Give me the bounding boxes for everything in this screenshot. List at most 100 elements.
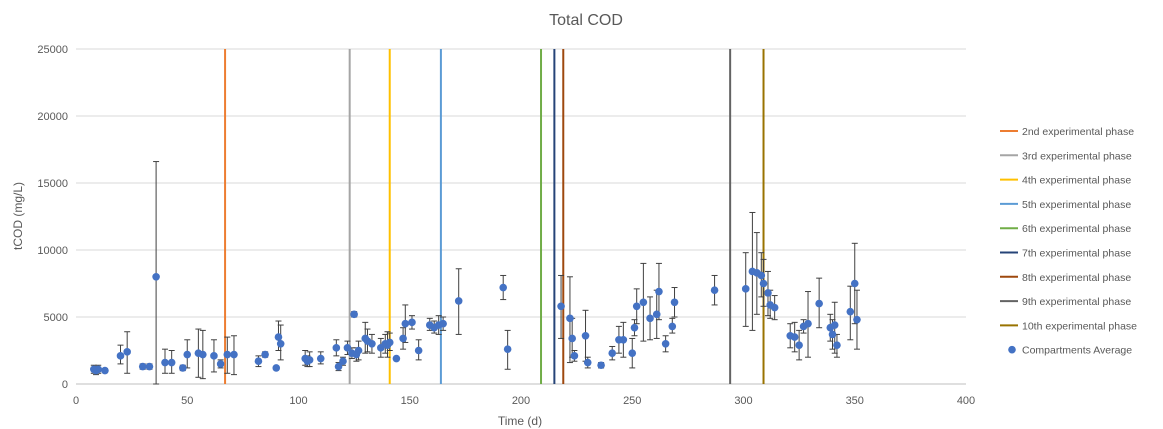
x-axis-title: Time (d)	[498, 414, 542, 428]
y-tick-label-25000: 25000	[37, 44, 68, 56]
data-point	[710, 286, 719, 295]
legend-label: 8th experimental phase	[1022, 272, 1131, 284]
legend-item: 8th experimental phase	[1000, 272, 1131, 284]
data-point	[670, 298, 679, 307]
legend-label: 4th experimental phase	[1022, 175, 1131, 187]
legend-label: Compartments Average	[1022, 345, 1132, 357]
data-point	[764, 289, 772, 297]
data-point	[639, 298, 648, 307]
y-tick-labels: 0 5000 10000 15000 20000 25000	[37, 44, 68, 391]
error-bar	[153, 161, 160, 385]
data-point	[210, 352, 218, 360]
data-point	[230, 350, 238, 359]
data-point	[332, 344, 341, 352]
legend-item: 5th experimental phase	[1000, 199, 1131, 211]
data-point	[646, 314, 654, 323]
x-tick-labels: 0 50 100 150 200 250 300 350 400	[73, 395, 975, 407]
data-point	[368, 340, 376, 348]
data-point	[583, 358, 592, 367]
chart-title: Total COD	[549, 12, 623, 29]
legend-label: 7th experimental phase	[1022, 248, 1131, 260]
data-point	[94, 365, 103, 374]
y-tick-label-10000: 10000	[37, 245, 68, 257]
data-point	[161, 358, 169, 367]
data-point	[828, 330, 837, 339]
data-point	[846, 307, 855, 316]
data-point	[152, 273, 160, 281]
x-tick-label-200: 200	[512, 395, 530, 407]
data-point	[399, 334, 407, 343]
data-point	[757, 271, 766, 280]
legend-label: 6th experimental phase	[1022, 223, 1131, 235]
data-point	[339, 357, 347, 366]
data-point	[790, 333, 799, 341]
data-point	[392, 354, 401, 363]
data-point	[619, 335, 628, 344]
y-axis-title: tCOD (mg/L)	[11, 182, 25, 250]
data-point	[628, 349, 637, 357]
legend-item: 6th experimental phase	[1000, 223, 1131, 235]
x-tick-label-100: 100	[289, 395, 307, 407]
data-point	[652, 310, 661, 319]
legend-label: 10th experimental phase	[1022, 320, 1137, 332]
y-tick-label-5000: 5000	[44, 312, 68, 324]
legend-item: 3rd experimental phase	[1000, 150, 1132, 162]
data-point	[499, 283, 508, 292]
data-point	[655, 287, 663, 296]
data-point	[334, 362, 343, 371]
data-point	[566, 314, 574, 323]
data-point	[354, 346, 363, 355]
legend-label: 5th experimental phase	[1022, 199, 1131, 211]
y-tick-label-0: 0	[62, 379, 68, 391]
data-point	[668, 322, 677, 331]
data-point	[795, 341, 803, 349]
data-point	[503, 345, 512, 353]
data-point	[183, 350, 192, 359]
legend-item: Compartments Average	[1008, 345, 1132, 357]
legend-item: 2nd experimental phase	[1000, 126, 1134, 138]
data-point	[385, 338, 394, 347]
x-tick-label-300: 300	[734, 395, 752, 407]
data-point	[630, 323, 639, 332]
data-point	[167, 358, 176, 367]
data-point	[199, 350, 207, 359]
data-point	[350, 310, 358, 319]
y-tick-label-15000: 15000	[37, 178, 68, 190]
data-point	[632, 302, 641, 311]
data-point	[597, 361, 605, 370]
data-point	[145, 362, 154, 371]
x-tick-label-0: 0	[73, 395, 79, 407]
legend-item: 7th experimental phase	[1000, 248, 1131, 260]
data-point	[276, 340, 285, 348]
y-tick-label-20000: 20000	[37, 111, 68, 123]
data-point	[274, 333, 283, 341]
data-points	[90, 267, 861, 375]
legend-item: 9th experimental phase	[1000, 296, 1131, 308]
data-point	[570, 352, 579, 360]
legend-item: 4th experimental phase	[1000, 175, 1131, 187]
data-point	[568, 334, 576, 343]
data-point	[261, 350, 269, 359]
legend-label: 2nd experimental phase	[1022, 126, 1134, 138]
data-point	[833, 341, 841, 349]
data-point	[408, 318, 416, 327]
x-tick-label-250: 250	[623, 395, 641, 407]
legend-label: 3rd experimental phase	[1022, 150, 1132, 162]
x-tick-label-400: 400	[957, 395, 975, 407]
data-point	[741, 285, 750, 293]
data-point	[116, 352, 125, 360]
data-point	[661, 340, 670, 348]
x-tick-label-350: 350	[846, 395, 864, 407]
error-bars	[90, 161, 860, 385]
data-point	[454, 297, 463, 305]
data-point	[804, 319, 812, 328]
data-point	[101, 366, 109, 375]
phase-lines	[224, 49, 765, 384]
data-point	[439, 319, 447, 328]
data-point	[216, 360, 225, 368]
data-point	[343, 344, 352, 352]
x-tick-label-150: 150	[401, 395, 419, 407]
data-point	[316, 354, 325, 363]
